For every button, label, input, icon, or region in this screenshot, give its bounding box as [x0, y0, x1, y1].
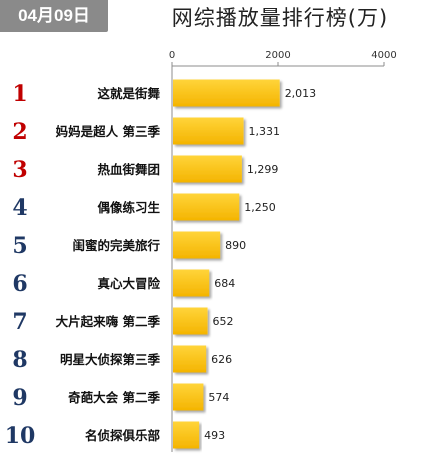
x-tick-label: 2000 [265, 50, 290, 61]
value-label: 1,250 [244, 201, 276, 214]
x-tick-label: 0 [169, 50, 175, 61]
value-label: 626 [211, 353, 232, 366]
bar [173, 231, 221, 259]
bar [173, 155, 242, 183]
x-axis: 0 2000 4000 [169, 50, 397, 452]
bar [173, 269, 210, 297]
bar [173, 345, 207, 373]
value-label: 684 [214, 277, 235, 290]
rank-number: 7 [12, 309, 27, 335]
value-label: 574 [208, 391, 229, 404]
rank-number: 5 [12, 233, 27, 259]
chart-rows: 1 这就是街舞 2,013 2 妈妈是超人 第三季 1,331 3 热血街舞团 1,299 4 偶像… [5, 79, 317, 449]
chart-row: 2 妈妈是超人 第三季 1,331 [12, 117, 281, 145]
rank-number: 3 [12, 157, 27, 183]
value-label: 890 [225, 239, 246, 252]
chart-row: 9 奇葩大会 第二季 574 [12, 383, 229, 411]
show-name-label: 这就是街舞 [97, 86, 160, 101]
chart-row: 6 真心大冒险 684 [12, 269, 235, 297]
show-name-label: 闺蜜的完美旅行 [72, 238, 160, 253]
show-name-label: 妈妈是超人 第三季 [56, 124, 161, 139]
value-label: 1,299 [247, 163, 278, 176]
x-tick-label: 4000 [371, 50, 396, 61]
show-name-label: 奇葩大会 第二季 [68, 390, 160, 405]
date-badge: 04月09日 [0, 0, 108, 32]
show-name-label: 热血街舞团 [97, 162, 160, 177]
show-name-label: 真心大冒险 [97, 276, 160, 291]
value-label: 1,331 [249, 125, 281, 138]
chart-row: 8 明星大侦探第三季 626 [12, 345, 232, 373]
bar [173, 307, 208, 335]
value-label: 493 [204, 429, 225, 442]
chart-row: 5 闺蜜的完美旅行 890 [12, 231, 246, 259]
value-label: 652 [213, 315, 234, 328]
rank-number: 4 [12, 195, 27, 221]
bar [173, 383, 204, 411]
bar [173, 79, 280, 107]
show-name-label: 偶像练习生 [97, 200, 160, 215]
show-name-label: 明星大侦探第三季 [60, 352, 161, 367]
rank-number: 6 [12, 271, 27, 297]
chart-title: 网综播放量排行榜(万) [171, 6, 389, 30]
value-label: 2,013 [285, 87, 317, 100]
show-name-label: 名侦探俱乐部 [85, 428, 161, 443]
rank-number: 9 [12, 385, 27, 411]
bar [173, 421, 200, 449]
rank-number: 1 [12, 81, 27, 107]
chart-row: 1 这就是街舞 2,013 [12, 79, 317, 107]
bar [173, 117, 244, 145]
chart-row: 3 热血街舞团 1,299 [12, 155, 278, 183]
chart-row: 7 大片起来嗨 第二季 652 [12, 307, 234, 335]
rank-number: 10 [5, 423, 36, 449]
rank-number: 2 [12, 119, 27, 145]
rank-number: 8 [12, 347, 27, 373]
chart-row: 10 名侦探俱乐部 493 [5, 421, 225, 449]
chart-row: 4 偶像练习生 1,250 [12, 193, 276, 221]
bar [173, 193, 240, 221]
show-name-label: 大片起来嗨 第二季 [56, 314, 161, 329]
